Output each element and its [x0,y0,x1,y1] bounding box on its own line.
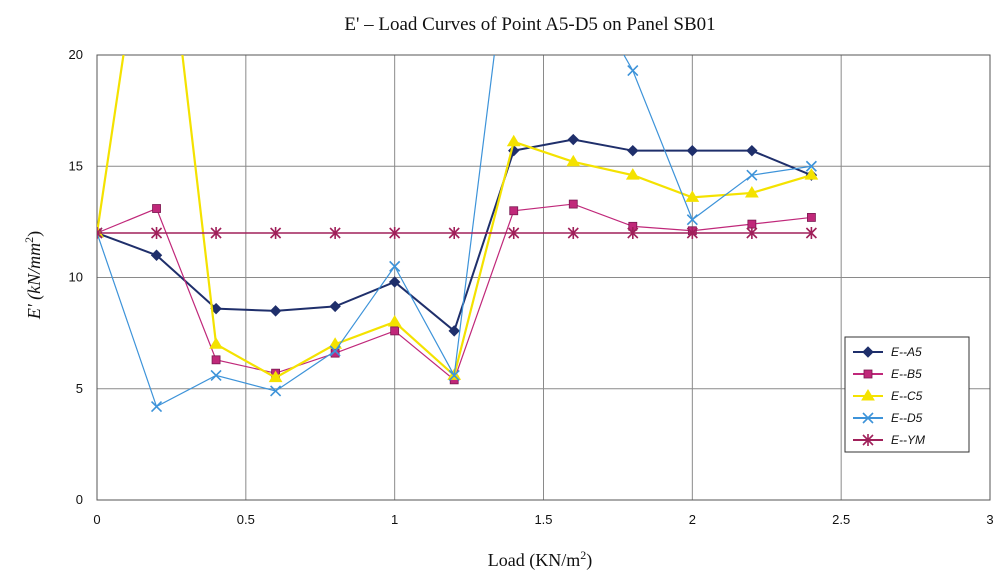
series-5 [97,227,817,239]
x-axis-label: Load (KN/m2) [488,548,592,571]
data-point [506,134,521,147]
data-point [268,370,283,383]
x-axis-label-end: ) [586,550,592,571]
data-point [390,326,400,336]
data-point [329,227,341,239]
series-line [97,55,812,408]
data-point [686,214,698,226]
legend-swatch-marker [862,346,874,358]
legend-label: E--D5 [891,411,923,425]
data-point [387,315,402,327]
y-axis-label-main: E' (kN/mm [24,243,45,320]
data-point [210,369,222,381]
legend-item: E--D5 [853,411,923,425]
data-point [508,227,520,239]
data-point [746,144,758,157]
data-point [627,227,639,239]
data-point [567,133,579,146]
y-axis-label: E' (kN/mm2) [22,231,45,320]
data-point [211,355,221,365]
data-point [805,227,817,239]
data-point [97,227,103,239]
legend-item: E--C5 [853,389,923,403]
data-point [685,190,700,202]
legend-label: E--YM [891,433,925,447]
y-axis-label-end: ) [24,231,45,237]
data-point [389,260,401,272]
data-point [746,169,758,181]
grid [96,54,991,501]
series-line [97,55,812,379]
data-point [807,213,816,222]
y-tick-label: 15 [69,158,83,173]
x-tick-label: 2 [689,512,696,527]
y-tick-label: 5 [76,381,83,396]
data-point [209,337,223,349]
x-tick-label: 1 [391,512,398,527]
series-layer [97,55,819,413]
legend-swatch-marker [861,389,875,401]
x-axis-label-main: Load (KN/m [488,550,580,571]
y-axis-label-sup: 2 [22,237,36,243]
data-point [566,154,581,167]
legend-label: E--C5 [891,389,923,403]
y-tick-label: 20 [69,47,83,62]
data-point [152,204,161,213]
legend-label: E--B5 [891,367,922,381]
data-point [805,160,817,172]
data-point [804,168,819,180]
data-point [509,206,519,216]
svg-text:E' (kN/mm2): E' (kN/mm2) [22,231,45,320]
data-point [210,227,222,239]
data-point [568,199,578,209]
x-tick-label: 0.5 [237,512,255,527]
data-point [744,185,759,198]
legend-swatch-marker [863,369,873,379]
legend-swatch-marker [862,412,874,424]
data-point [329,345,341,357]
x-tick-label: 2.5 [832,512,850,527]
data-point [448,369,460,381]
data-point [627,65,639,77]
y-tick-label: 0 [76,492,83,507]
legend-swatch-marker [862,434,874,446]
x-tick-label: 1.5 [534,512,552,527]
legend-item: E--YM [853,433,925,447]
data-point [150,249,163,261]
data-point [269,305,282,317]
data-point [686,144,699,157]
data-point [686,227,698,239]
chart-title: E' – Load Curves of Point A5-D5 on Panel… [344,14,715,35]
data-point [150,400,163,413]
series-3 [97,55,819,383]
legend: E--A5 E--B5 E--C5 E--D5 E--YM [844,336,970,453]
data-point [270,385,282,397]
data-point [329,300,341,313]
x-axis-label-sup: 2 [580,548,586,562]
x-tick-label: 0 [93,512,100,527]
data-point [747,219,757,229]
data-point [627,144,639,157]
data-point [389,227,401,239]
x-tick-label: 3 [986,512,993,527]
data-point [448,325,460,337]
data-point [388,276,401,288]
data-point [448,227,460,239]
data-point [625,168,640,180]
legend-item: E--A5 [853,345,922,359]
data-point [270,227,282,239]
tick-labels: 0 5 10 15 20 0 0.5 1 1.5 2 2.5 3 [69,47,994,527]
y-tick-label: 10 [69,270,83,285]
plot-frame [96,54,991,501]
legend-item: E--B5 [853,367,922,381]
legend-label: E--A5 [891,345,922,359]
data-point [150,227,163,239]
data-point [567,227,579,239]
data-point [746,227,758,239]
